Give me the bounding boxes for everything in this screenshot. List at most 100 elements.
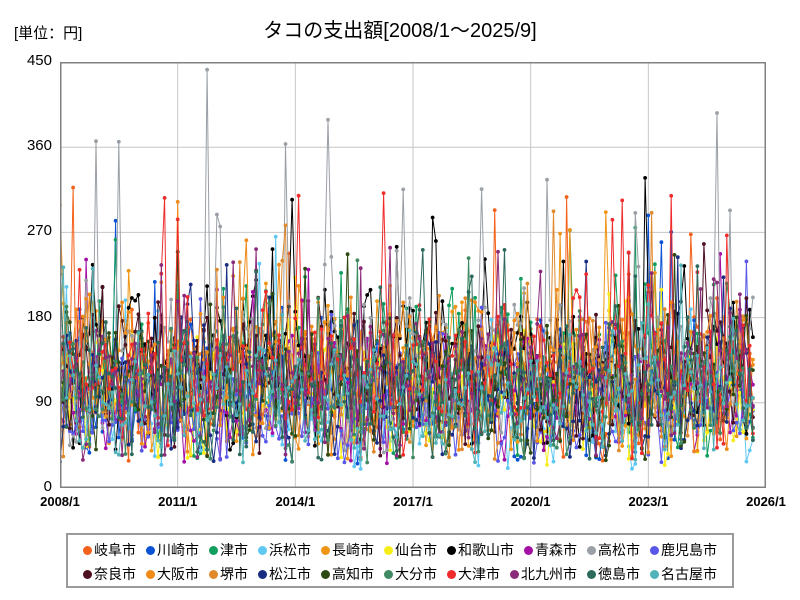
data-point	[509, 411, 513, 416]
legend-item-岐阜市[interactable]: 岐阜市	[83, 540, 136, 560]
data-point	[669, 193, 674, 198]
data-point	[188, 322, 193, 327]
data-point	[407, 328, 412, 333]
data-point	[391, 451, 396, 455]
legend-marker-icon	[587, 569, 596, 579]
data-point	[466, 348, 471, 353]
legend-item-大阪市[interactable]: 大阪市	[146, 564, 199, 584]
data-point	[120, 356, 124, 361]
legend-item-大分市[interactable]: 大分市	[384, 564, 437, 584]
data-point	[424, 418, 428, 423]
data-point	[672, 437, 677, 442]
data-point	[156, 340, 160, 345]
data-point	[548, 373, 553, 378]
legend-item-北九州市[interactable]: 北九州市	[510, 564, 577, 584]
data-point	[424, 398, 428, 403]
legend-item-大津市[interactable]: 大津市	[447, 564, 500, 584]
data-point	[293, 364, 298, 369]
data-point	[639, 392, 644, 396]
data-point	[231, 326, 236, 331]
data-point	[512, 331, 517, 335]
data-point	[110, 374, 115, 379]
data-point	[303, 329, 307, 334]
legend-item-高松市[interactable]: 高松市	[587, 540, 640, 560]
legend-item-青森市[interactable]: 青森市	[524, 540, 577, 560]
data-point	[319, 327, 324, 332]
legend-label: 川崎市	[157, 542, 199, 558]
legend-marker-icon	[650, 545, 659, 555]
data-point	[414, 389, 419, 394]
legend-marker-icon	[209, 569, 218, 579]
legend-item-奈良市[interactable]: 奈良市	[83, 564, 136, 584]
legend-item-和歌山市[interactable]: 和歌山市	[447, 540, 514, 560]
x-axis-tick: 2008/1	[40, 494, 80, 509]
data-point	[600, 409, 605, 414]
data-point	[705, 335, 710, 340]
data-point	[244, 326, 249, 331]
data-point	[688, 358, 693, 362]
data-point	[685, 349, 690, 354]
data-point	[751, 362, 755, 367]
data-point	[502, 341, 507, 346]
data-point	[224, 263, 229, 267]
data-point	[420, 387, 425, 392]
legend-item-川崎市[interactable]: 川崎市	[146, 540, 199, 560]
data-point	[584, 453, 589, 458]
data-point	[659, 240, 664, 245]
legend-item-鹿児島市[interactable]: 鹿児島市	[650, 540, 717, 560]
data-point	[401, 187, 406, 192]
data-point	[188, 452, 193, 457]
legend-item-松江市[interactable]: 松江市	[258, 564, 311, 584]
legend-label: 松江市	[269, 566, 311, 582]
data-point	[283, 347, 288, 352]
legend-item-仙台市[interactable]: 仙台市	[384, 540, 437, 560]
legend-item-徳島市[interactable]: 徳島市	[587, 564, 640, 584]
data-point	[489, 417, 494, 422]
data-point	[94, 407, 98, 411]
data-point	[718, 365, 723, 370]
data-point	[584, 429, 589, 433]
data-point	[198, 448, 203, 453]
data-point	[744, 296, 749, 301]
data-point	[568, 455, 572, 459]
data-point	[751, 295, 755, 300]
data-point	[90, 430, 95, 435]
data-point	[574, 362, 579, 367]
data-point	[702, 333, 706, 337]
data-point	[453, 377, 458, 382]
data-point	[434, 340, 438, 344]
data-point	[368, 422, 373, 426]
data-point	[711, 447, 716, 452]
legend-item-津市[interactable]: 津市	[209, 540, 248, 560]
data-point	[182, 362, 187, 367]
data-point	[541, 338, 546, 343]
data-point	[224, 365, 229, 369]
data-point	[434, 325, 438, 329]
data-point	[316, 401, 321, 405]
data-point	[270, 431, 275, 435]
data-point	[293, 375, 298, 379]
data-point	[188, 282, 193, 287]
data-point	[349, 437, 353, 442]
data-point	[659, 321, 664, 325]
data-point	[545, 323, 549, 328]
data-point	[293, 316, 298, 321]
data-point	[126, 305, 131, 310]
data-point	[568, 356, 572, 360]
data-point	[639, 357, 644, 361]
data-point	[218, 395, 223, 400]
legend-item-長崎市[interactable]: 長崎市	[321, 540, 374, 560]
data-point	[326, 117, 330, 122]
data-point	[97, 352, 102, 357]
legend-item-高知市[interactable]: 高知市	[321, 564, 374, 584]
data-point	[329, 312, 334, 317]
legend-item-堺市[interactable]: 堺市	[209, 564, 248, 584]
data-point	[411, 369, 415, 373]
data-point	[577, 334, 582, 338]
data-point	[538, 408, 543, 413]
legend-item-名古屋市[interactable]: 名古屋市	[650, 564, 717, 584]
legend-item-浜松市[interactable]: 浜松市	[258, 540, 311, 560]
data-point	[603, 458, 608, 463]
data-point	[404, 383, 409, 387]
data-point	[492, 457, 497, 461]
